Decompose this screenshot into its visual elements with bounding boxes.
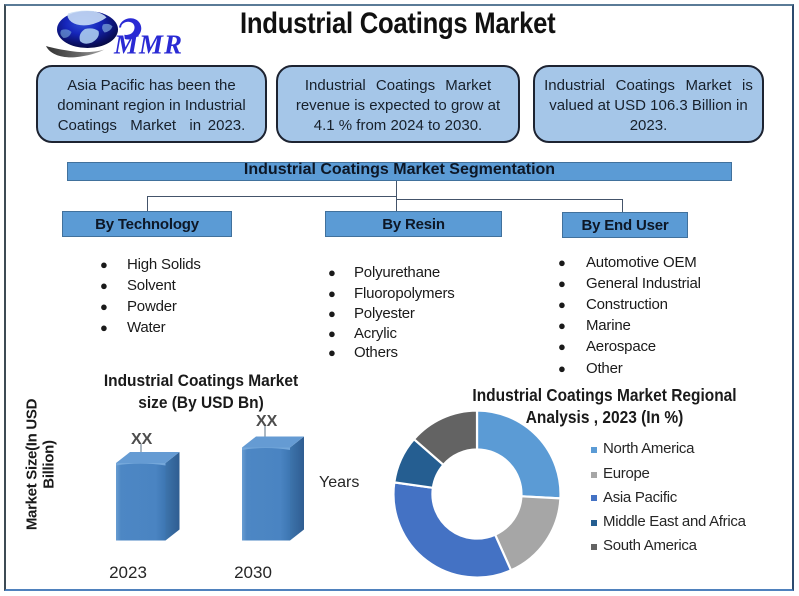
svg-text:MMR: MMR: [113, 30, 183, 60]
